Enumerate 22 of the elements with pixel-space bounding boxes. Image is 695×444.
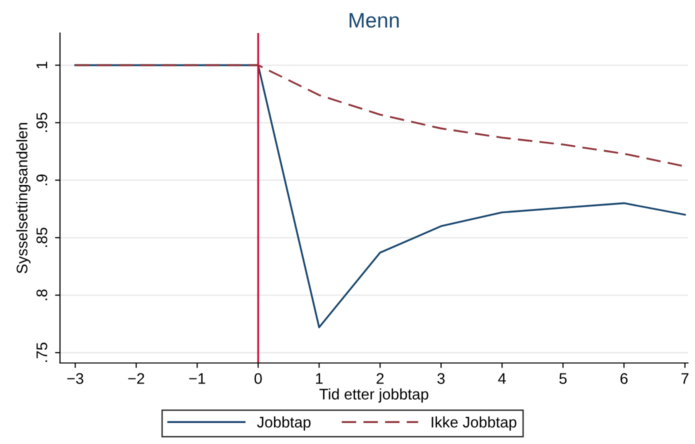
- x-tick-label: 4: [498, 373, 506, 384]
- y-tick-label: .85: [36, 228, 48, 247]
- y-tick-label: .95: [36, 112, 48, 132]
- x-tick-label: 2: [376, 373, 384, 384]
- x-tick-label: 0: [254, 373, 262, 384]
- legend-label: Jobbtap: [257, 416, 311, 431]
- x-tick-label: −1: [189, 373, 206, 384]
- y-tick-label: .75: [36, 342, 48, 362]
- x-tick-label: −2: [128, 373, 144, 384]
- y-tick-label: 1: [36, 62, 48, 68]
- x-tick-label: 5: [559, 373, 567, 384]
- x-tick-label: 6: [620, 373, 628, 384]
- legend-label: Ikke Jobbtap: [432, 416, 516, 431]
- x-tick-label: 3: [437, 373, 445, 384]
- y-tick-label: .9: [36, 174, 48, 186]
- y-tick-label: .8: [36, 289, 48, 300]
- x-tick-label: 1: [316, 373, 323, 384]
- y-axis-title: Sysselsettingsandelen: [16, 122, 30, 274]
- x-axis-title: Tid etter jobbtap: [319, 388, 428, 403]
- chart-title: Menn: [350, 13, 399, 28]
- x-tick-label: 7: [681, 373, 688, 384]
- x-tick-label: −3: [67, 373, 84, 384]
